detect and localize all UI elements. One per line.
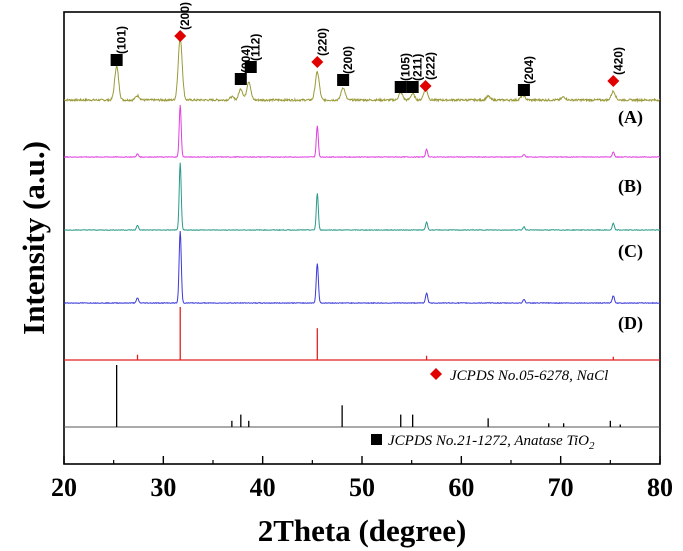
- nacl-peak-marker: [607, 75, 620, 87]
- trace-line: [63, 162, 661, 232]
- legend-diamond-icon: [430, 368, 442, 380]
- hkl-label: (204): [522, 56, 536, 84]
- legend-tio2-text: JCPDS No.21-1272, Anatase TiO2: [388, 433, 595, 452]
- tio2-peak-marker: [517, 84, 530, 96]
- hkl-label: (200): [341, 46, 355, 74]
- hkl-label: (222): [424, 52, 438, 80]
- series-label-d: (D): [618, 313, 643, 334]
- legend-square-icon: [371, 434, 382, 445]
- x-axis-title: 2Theta (degree): [258, 513, 467, 548]
- hkl-label: (101): [115, 26, 129, 54]
- y-axis-title: Intensity (a.u.): [16, 141, 51, 335]
- nacl-peak-marker: [419, 80, 432, 92]
- legend-tio2-sub: 2: [589, 440, 595, 452]
- x-tick-label: 70: [548, 473, 574, 502]
- hkl-label: (420): [611, 47, 625, 75]
- legend-tio2-main: JCPDS No.21-1272, Anatase TiO: [388, 433, 589, 449]
- tio2-peak-marker: [234, 73, 247, 85]
- series-label-c: (C): [618, 241, 643, 262]
- reference-lines-group: [64, 307, 660, 428]
- x-tick-label: 30: [150, 473, 176, 502]
- traces-group: [63, 37, 661, 305]
- plot-frame: [63, 11, 661, 465]
- hkl-label: (220): [315, 28, 329, 56]
- hkl-label: (105): [399, 53, 413, 81]
- x-tick-label: 60: [448, 473, 474, 502]
- nacl-peak-marker: [311, 56, 324, 68]
- hkl-label: (200): [178, 2, 192, 30]
- hkl-label: (112): [249, 34, 263, 61]
- trace-line: [63, 230, 661, 305]
- trace-line: [63, 104, 661, 159]
- series-label-a: (A): [618, 107, 643, 128]
- nacl-peak-marker: [174, 30, 187, 42]
- tio2-peak-marker: [394, 81, 407, 93]
- x-tick-label: 80: [647, 473, 673, 502]
- peak-markers-group: (101)(200)(004)(112) (220)(200) (105)(211)…: [110, 2, 625, 96]
- x-axis: 20 30 40 50 60 70 80: [51, 456, 673, 502]
- x-tick-label: 40: [250, 473, 276, 502]
- x-tick-label: 50: [349, 473, 375, 502]
- trace-line: [63, 37, 661, 103]
- tio2-peak-marker: [244, 61, 257, 73]
- x-tick-label: 20: [51, 473, 77, 502]
- tio2-peak-marker: [406, 81, 419, 93]
- series-label-b: (B): [618, 176, 642, 197]
- legend-nacl-text: JCPDS No.05-6278, NaCl: [450, 368, 608, 384]
- hkl-label: (211): [411, 54, 425, 81]
- tio2-peak-marker: [337, 74, 350, 86]
- tio2-peak-marker: [110, 54, 123, 66]
